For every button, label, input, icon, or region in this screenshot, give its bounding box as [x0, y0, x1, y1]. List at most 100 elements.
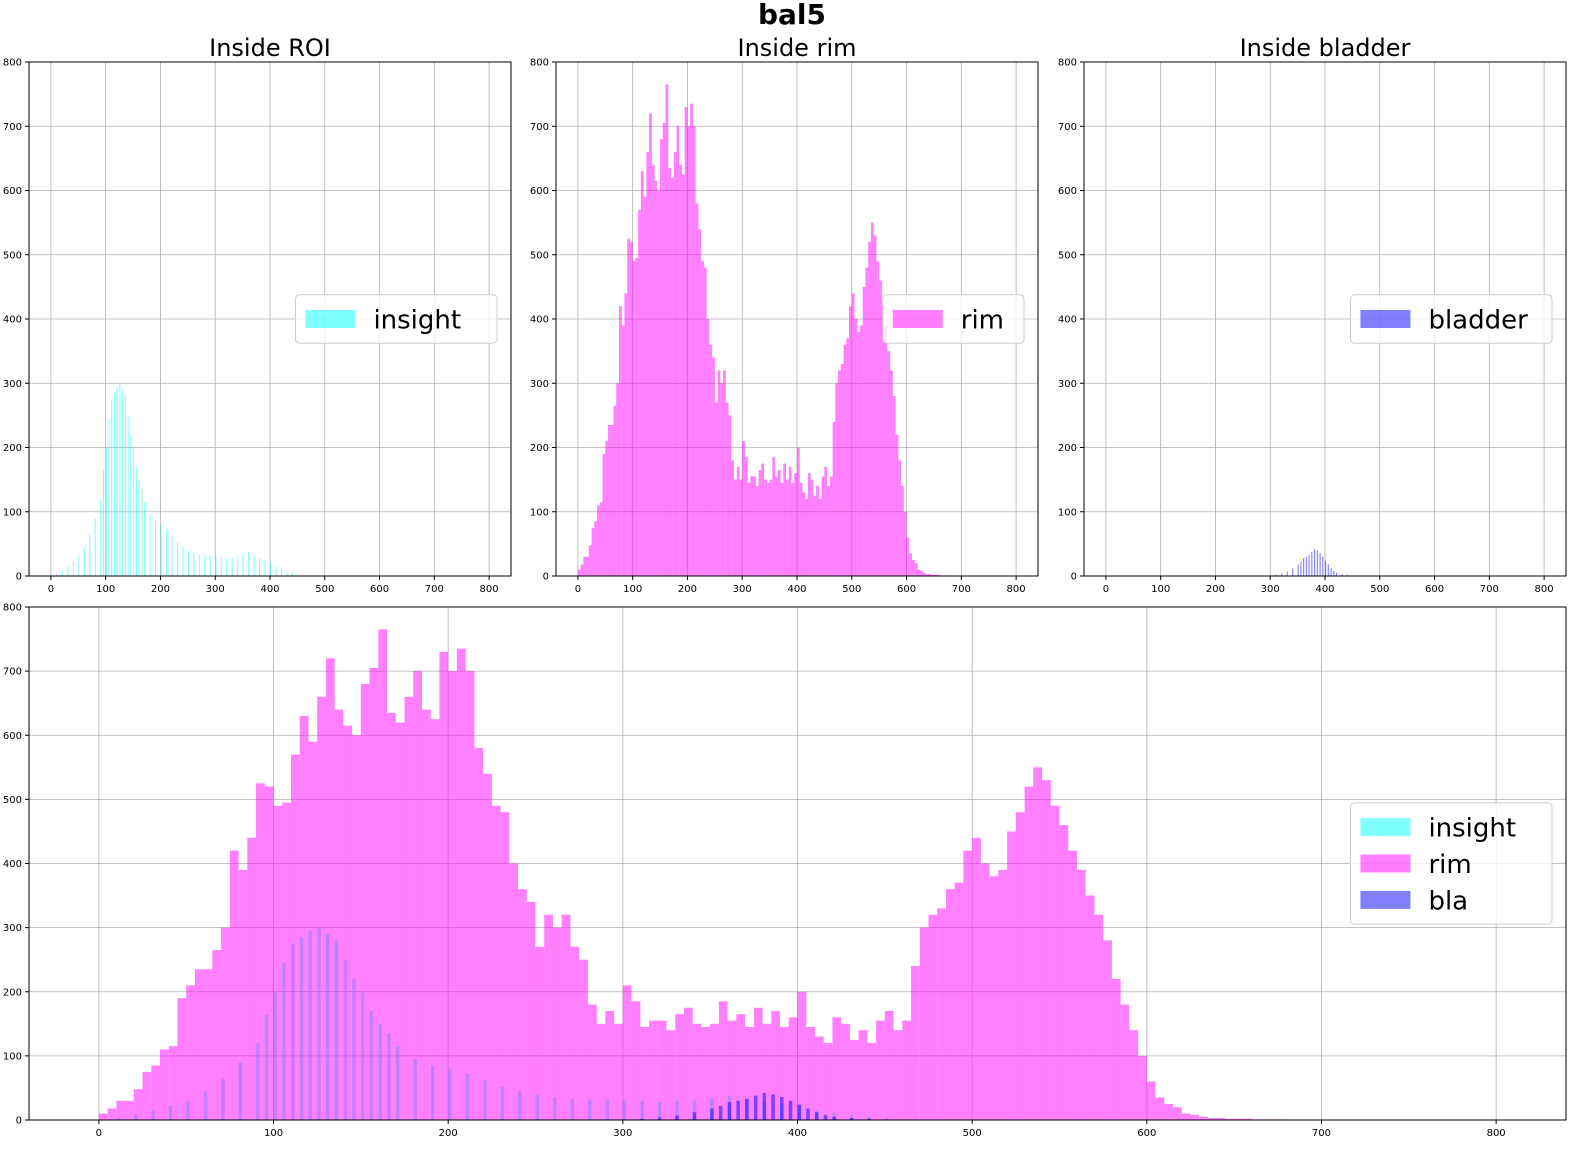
y-tick-label: 600	[3, 731, 22, 742]
x-tick-label: 600	[897, 584, 916, 595]
histogram-bar	[616, 383, 619, 576]
y-tick-label: 0	[543, 572, 549, 583]
histogram-bar	[903, 511, 907, 576]
histogram-bar	[1094, 914, 1104, 1120]
histogram-bar	[1129, 1030, 1139, 1120]
histogram-bar	[681, 174, 685, 576]
histogram-bar	[902, 1020, 912, 1120]
histogram-bar	[1303, 558, 1305, 576]
histogram-bar	[712, 357, 715, 576]
histogram-bar	[727, 1020, 737, 1120]
histogram-bar	[654, 180, 658, 577]
histogram-bar	[780, 1027, 789, 1120]
histogram-bar	[142, 1071, 152, 1120]
histogram-bar	[928, 914, 938, 1120]
x-tick-label: 800	[1007, 584, 1026, 595]
histogram-bar	[264, 786, 274, 1120]
histogram-bar	[771, 1010, 781, 1120]
y-tick-label: 500	[3, 795, 22, 806]
histogram-bar	[608, 425, 611, 576]
histogram-bar	[591, 527, 595, 576]
histogram-bar	[171, 536, 173, 576]
histogram-bar	[116, 1100, 126, 1120]
histogram-bar	[248, 551, 250, 576]
histogram-bar	[203, 969, 213, 1120]
histogram-bar	[989, 876, 999, 1120]
histogram-bar	[622, 985, 632, 1120]
y-tick-label: 500	[530, 250, 549, 261]
histogram-bar	[1335, 572, 1338, 576]
histogram-bar	[758, 469, 762, 576]
histogram-bar	[887, 351, 891, 576]
histogram-bar	[684, 106, 688, 576]
histogram-bar	[421, 709, 431, 1120]
histogram-bar	[862, 286, 866, 576]
histogram-bar	[675, 1014, 684, 1120]
y-tick-label: 800	[3, 603, 22, 614]
histogram-bar	[78, 556, 80, 576]
x-tick-label: 200	[1206, 584, 1225, 595]
chart-bladder: 0 100 200 300 400 500 600 700 800 0 100 200 300 400 50…	[1058, 34, 1567, 595]
histogram-bar	[931, 574, 934, 576]
histogram-bar	[876, 1020, 885, 1120]
histogram-bar	[879, 280, 882, 576]
histogram-bar	[893, 1030, 903, 1120]
histogram-bar	[378, 629, 388, 1120]
histogram-bar	[570, 946, 580, 1120]
histogram-bar	[627, 238, 630, 576]
histogram-bar	[113, 392, 115, 576]
x-tick-label: 700	[1480, 584, 1499, 595]
histogram-bar	[718, 1105, 723, 1120]
histogram-bar	[577, 569, 581, 576]
histogram-bar	[610, 425, 614, 576]
histogram-bar	[766, 482, 770, 576]
histogram-bar	[518, 889, 527, 1120]
legend-box	[1349, 294, 1553, 344]
histogram-bar	[895, 434, 899, 576]
x-tick-label: 700	[952, 584, 971, 595]
histogram-bar	[352, 735, 361, 1120]
histogram-bar	[1015, 812, 1025, 1120]
y-tick-label: 300	[1058, 379, 1077, 390]
histogram-bar	[718, 1001, 728, 1120]
histogram-bar	[676, 126, 680, 576]
histogram-bar	[814, 1112, 819, 1120]
histogram-bar	[818, 498, 822, 576]
histogram-bar	[1234, 1118, 1243, 1120]
histogram-bar	[788, 1100, 793, 1120]
histogram-bar	[876, 261, 880, 576]
histogram-bar	[807, 473, 811, 576]
x-tick-label: 100	[264, 1128, 283, 1139]
histogram-bar	[805, 498, 808, 576]
histogram-bar	[168, 1046, 178, 1120]
y-tick-label: 600	[530, 186, 549, 197]
figure-title: bal5	[757, 0, 827, 31]
histogram-bar	[632, 261, 636, 576]
histogram-bar	[334, 709, 344, 1120]
histogram-bar	[1059, 825, 1069, 1120]
histogram-bar	[231, 556, 233, 576]
series-bladder	[1270, 549, 1354, 576]
histogram-bar	[237, 555, 239, 576]
histogram-bar	[369, 667, 379, 1120]
histogram-bar	[1341, 574, 1343, 576]
histogram-bar	[1199, 1116, 1208, 1120]
histogram-bar	[1068, 850, 1077, 1120]
histogram-bar	[1333, 570, 1335, 576]
histogram-bar	[56, 574, 58, 576]
histogram-bar	[690, 103, 693, 576]
y-tick-label: 200	[3, 443, 22, 454]
histogram-bar	[259, 558, 261, 576]
legend-label: insight	[373, 305, 461, 335]
x-tick-label: 500	[963, 1128, 982, 1139]
x-tick-label: 300	[1261, 584, 1280, 595]
histogram-bar	[89, 534, 91, 576]
histogram-bar	[870, 222, 874, 576]
histogram-bar	[256, 783, 265, 1120]
series-rim	[577, 84, 951, 577]
histogram-bar	[177, 998, 187, 1120]
histogram-bar	[107, 1108, 117, 1120]
histogram-bar	[720, 383, 724, 576]
histogram-bar	[873, 235, 877, 576]
